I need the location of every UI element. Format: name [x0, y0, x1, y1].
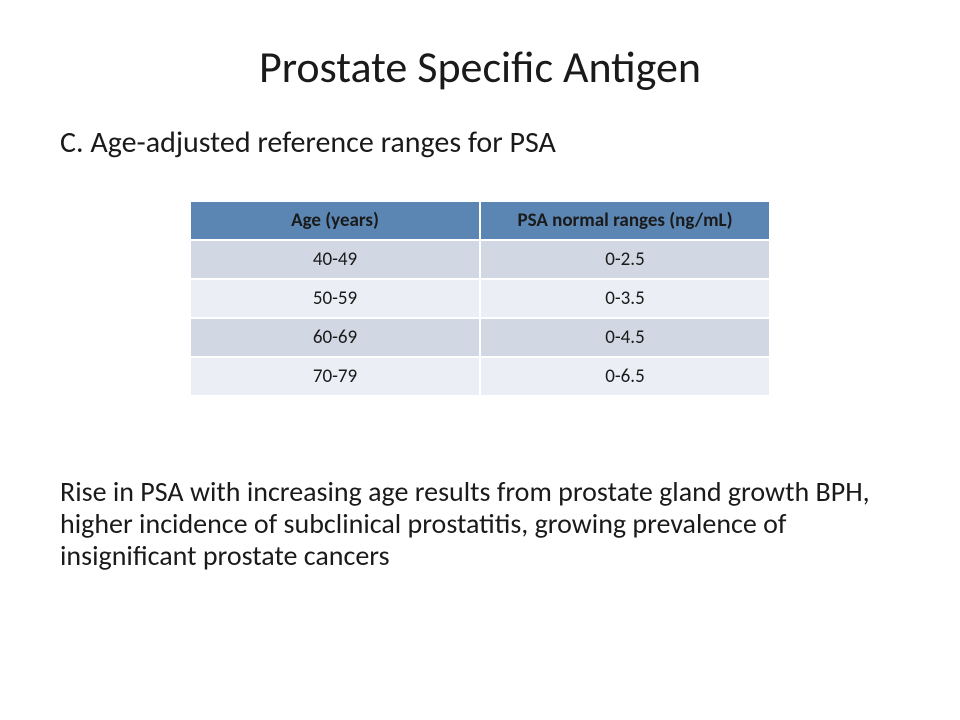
slide-body-text: Rise in PSA with increasing age results … — [60, 476, 900, 573]
table-container: Age (years) PSA normal ranges (ng/mL) 40… — [60, 201, 900, 396]
table-row: 40-49 0-2.5 — [190, 240, 770, 279]
table-header-age: Age (years) — [190, 201, 480, 240]
table-header-row: Age (years) PSA normal ranges (ng/mL) — [190, 201, 770, 240]
slide-title: Prostate Specific Antigen — [60, 40, 900, 94]
cell-age: 50-59 — [190, 279, 480, 318]
table-row: 50-59 0-3.5 — [190, 279, 770, 318]
table-row: 60-69 0-4.5 — [190, 318, 770, 357]
slide: Prostate Specific Antigen C. Age-adjuste… — [0, 0, 960, 720]
psa-reference-table: Age (years) PSA normal ranges (ng/mL) 40… — [190, 201, 770, 396]
cell-age: 60-69 — [190, 318, 480, 357]
cell-age: 40-49 — [190, 240, 480, 279]
cell-psa: 0-2.5 — [480, 240, 770, 279]
slide-subheading: C. Age-adjusted reference ranges for PSA — [60, 124, 900, 161]
cell-psa: 0-6.5 — [480, 357, 770, 396]
cell-psa: 0-4.5 — [480, 318, 770, 357]
cell-psa: 0-3.5 — [480, 279, 770, 318]
table-body: 40-49 0-2.5 50-59 0-3.5 60-69 0-4.5 70-7… — [190, 240, 770, 396]
table-header-psa: PSA normal ranges (ng/mL) — [480, 201, 770, 240]
table-row: 70-79 0-6.5 — [190, 357, 770, 396]
cell-age: 70-79 — [190, 357, 480, 396]
